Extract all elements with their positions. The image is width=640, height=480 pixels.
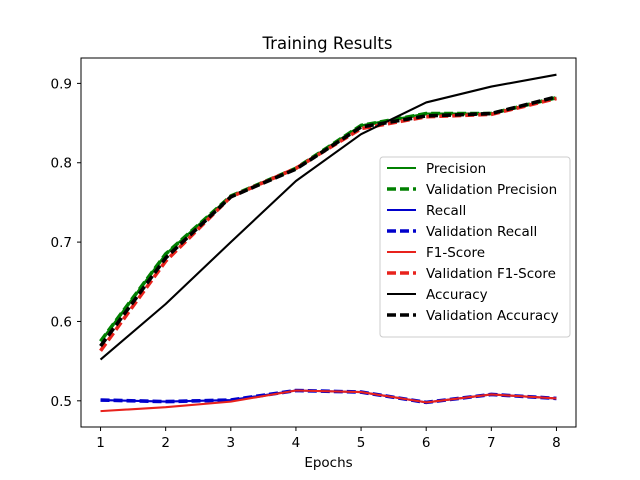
x-tick-label: 5	[357, 435, 366, 451]
y-tick-label: 0.9	[51, 76, 72, 92]
x-tick-label: 8	[552, 435, 561, 451]
legend-label-f1-score: F1-Score	[426, 245, 485, 261]
y-tick-label: 0.8	[51, 156, 72, 172]
x-tick-label: 6	[422, 435, 431, 451]
y-tick-label: 0.5	[51, 394, 72, 410]
chart-title: Training Results	[262, 34, 393, 53]
series-line-validation-accuracy	[99, 95, 557, 348]
x-tick-label: 4	[292, 435, 301, 451]
legend-label-validation-f1-score: Validation F1-Score	[426, 266, 556, 282]
series-line-validation-f1-score	[99, 96, 557, 352]
legend-label-validation-precision: Validation Precision	[426, 182, 557, 198]
x-tick-label: 1	[96, 435, 105, 451]
legend-label-precision: Precision	[426, 161, 486, 177]
legend-label-validation-accuracy: Validation Accuracy	[426, 308, 559, 324]
x-tick-label: 2	[161, 435, 170, 451]
legend-frame	[379, 156, 571, 338]
y-tick-label: 0.7	[51, 235, 72, 251]
legend-label-accuracy: Accuracy	[426, 287, 488, 303]
x-tick-label: 7	[487, 435, 496, 451]
series-line-f1-score	[100, 389, 557, 413]
y-tick-label: 0.6	[51, 314, 72, 330]
x-tick-label: 3	[227, 435, 236, 451]
legend: Precision Validation Precision Recall Valid…	[379, 156, 571, 338]
x-axis-label: Epochs	[304, 455, 352, 471]
legend-label-validation-recall: Validation Recall	[426, 224, 537, 240]
series-line-accuracy	[99, 73, 557, 361]
legend-label-recall: Recall	[426, 203, 466, 219]
